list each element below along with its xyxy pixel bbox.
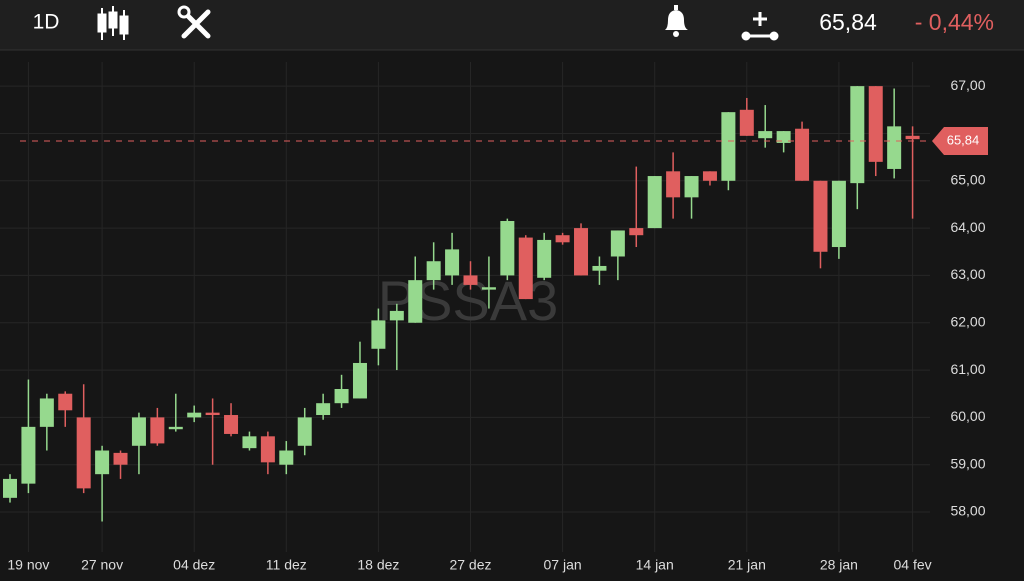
- y-tick-label: 65,00: [950, 171, 985, 187]
- candle-body: [371, 320, 386, 349]
- candle-body: [21, 426, 36, 484]
- toolbar: [0, 0, 1024, 50]
- candle-body: [463, 275, 478, 285]
- x-tick-label: 28 jan: [820, 557, 858, 573]
- candle-body: [150, 417, 165, 444]
- candle-body: [39, 398, 54, 427]
- candle-body: [352, 362, 367, 399]
- candle-body: [334, 388, 349, 404]
- y-tick-label: 62,00: [950, 313, 985, 329]
- y-tick-label: 60,00: [950, 408, 985, 424]
- candle-body: [610, 230, 625, 257]
- x-tick-label: 27 nov: [81, 557, 123, 573]
- x-tick-label: 21 jan: [728, 557, 766, 573]
- y-tick-label: 61,00: [950, 361, 985, 377]
- candle-body: [555, 235, 570, 243]
- candle-body: [684, 176, 699, 198]
- candle-body: [776, 131, 791, 143]
- interval-button[interactable]: 1D: [33, 11, 60, 34]
- tools-button[interactable]: [177, 5, 211, 39]
- x-tick-label: 18 dez: [357, 557, 399, 573]
- candle-body: [113, 452, 128, 465]
- candle-body: [389, 310, 404, 321]
- add-indicator-button[interactable]: [741, 12, 779, 41]
- candle-body: [850, 86, 865, 184]
- candle-body: [279, 450, 294, 465]
- candle-body: [297, 417, 312, 446]
- candle-body: [758, 131, 773, 139]
- x-tick-label: 07 jan: [544, 557, 582, 573]
- candle-body: [592, 265, 607, 271]
- y-tick-label: 58,00: [950, 503, 985, 519]
- candle-body: [58, 393, 73, 411]
- candle-body: [868, 86, 883, 162]
- alert-button[interactable]: [665, 5, 688, 37]
- candle-body: [887, 126, 902, 169]
- candle-body: [739, 109, 754, 136]
- y-tick-label: 67,00: [950, 77, 985, 93]
- candle-body: [813, 180, 828, 252]
- last-price-marker: [932, 127, 988, 156]
- candle-type-button[interactable]: [97, 6, 129, 40]
- candle-body: [168, 426, 183, 430]
- x-tick-label: 04 fev: [894, 557, 932, 573]
- candle-body: [76, 417, 91, 489]
- candle-body: [205, 412, 220, 416]
- candle-body: [666, 171, 681, 198]
- last-price: 65,84: [819, 9, 877, 35]
- candle-body: [95, 450, 110, 475]
- candle-body: [131, 417, 146, 446]
- candle-body: [242, 436, 257, 449]
- candle-body: [831, 180, 846, 248]
- candle-body: [647, 176, 662, 229]
- candle-body: [702, 171, 717, 181]
- candle-body: [721, 112, 736, 181]
- candle-body: [445, 249, 460, 276]
- price-change: - 0,44%: [915, 9, 994, 35]
- last-price-label: 65,84: [947, 132, 980, 147]
- candle-body: [629, 228, 644, 236]
- candle-body: [574, 228, 589, 276]
- candle-body: [224, 415, 239, 434]
- y-tick-label: 59,00: [950, 455, 985, 471]
- candle-body: [187, 412, 202, 418]
- y-tick-label: 63,00: [950, 266, 985, 282]
- candle-body: [260, 436, 275, 463]
- candle-body: [518, 237, 533, 300]
- candle-body: [481, 287, 496, 290]
- x-tick-label: 19 nov: [7, 557, 49, 573]
- x-tick-label: 11 dez: [266, 557, 307, 573]
- candle-body: [795, 128, 810, 181]
- x-tick-label: 14 jan: [636, 557, 674, 573]
- x-tick-label: 04 dez: [173, 557, 215, 573]
- candle-body: [905, 135, 920, 140]
- candle-body: [537, 239, 552, 278]
- candle-body: [500, 221, 515, 276]
- x-tick-label: 27 dez: [449, 557, 491, 573]
- candle-body: [426, 261, 441, 281]
- candle-body: [3, 478, 17, 498]
- candle-body: [408, 280, 423, 323]
- candle-body: [316, 403, 331, 416]
- y-tick-label: 64,00: [950, 219, 985, 235]
